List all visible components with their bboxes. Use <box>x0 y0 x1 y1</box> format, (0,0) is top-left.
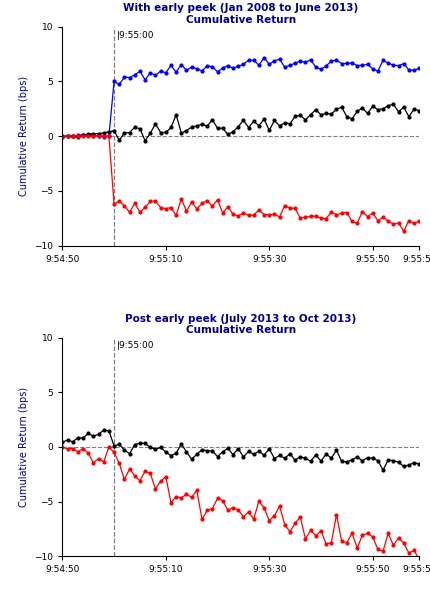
Text: |9:55:00: |9:55:00 <box>117 31 154 40</box>
Title: Post early peek (July 2013 to Oct 2013)
Cumulative Return: Post early peek (July 2013 to Oct 2013) … <box>125 314 356 336</box>
Text: |9:55:00: |9:55:00 <box>117 342 154 350</box>
Title: With early peek (Jan 2008 to June 2013)
Cumulative Return: With early peek (Jan 2008 to June 2013) … <box>123 3 359 24</box>
Y-axis label: Cumulative Return (bps): Cumulative Return (bps) <box>19 76 29 196</box>
Y-axis label: Cumulative Return (bps): Cumulative Return (bps) <box>19 387 29 507</box>
